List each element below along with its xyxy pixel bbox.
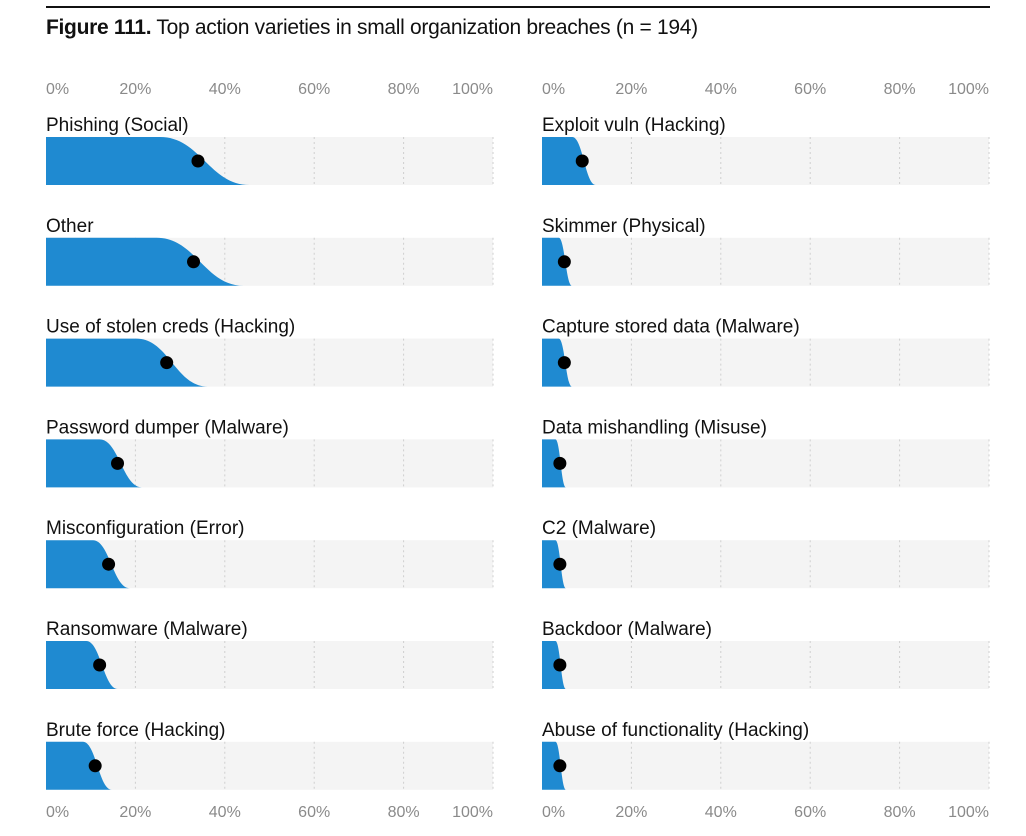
bar-track — [46, 641, 493, 689]
top-tick-label: 100% — [452, 81, 493, 98]
category-label: Abuse of functionality (Hacking) — [542, 720, 809, 741]
top-tick-label: 60% — [794, 81, 826, 98]
category-label: Password dumper (Malware) — [46, 417, 289, 438]
top-tick-label: 40% — [209, 81, 241, 98]
category-label: Capture stored data (Malware) — [542, 317, 800, 338]
top-rule — [46, 6, 990, 8]
top-tick-label: 100% — [948, 81, 989, 98]
top-tick-label: 60% — [298, 81, 330, 98]
category-label: Data mishandling (Misuse) — [542, 417, 767, 438]
bottom-tick-label: 0% — [46, 804, 69, 821]
point-estimate-dot — [557, 356, 571, 370]
point-estimate-dot — [111, 456, 125, 470]
distribution-slab — [542, 237, 572, 286]
point-estimate-dot — [191, 154, 205, 168]
distribution-slab — [46, 741, 112, 790]
category-label: Phishing (Social) — [46, 115, 189, 136]
distribution-slab — [46, 641, 118, 689]
distribution-slab — [46, 540, 130, 589]
category-label: Exploit vuln (Hacking) — [542, 115, 726, 136]
point-estimate-dot — [93, 658, 107, 672]
category-label: Ransomware (Malware) — [46, 619, 248, 640]
category-label: C2 (Malware) — [542, 518, 656, 539]
bottom-tick-label: 100% — [452, 804, 493, 821]
point-estimate-dot — [575, 154, 589, 168]
bar-track — [46, 540, 493, 589]
bottom-tick-label: 20% — [615, 804, 647, 821]
point-estimate-dot — [88, 759, 102, 773]
point-estimate-dot — [553, 456, 567, 470]
bar-track — [542, 641, 989, 689]
category-label: Use of stolen creds (Hacking) — [46, 317, 295, 338]
top-tick-label: 40% — [705, 81, 737, 98]
top-tick-label: 80% — [388, 81, 420, 98]
distribution-slab — [46, 137, 250, 185]
top-tick-label: 0% — [542, 81, 565, 98]
point-estimate-dot — [160, 356, 174, 370]
bottom-tick-label: 80% — [884, 804, 916, 821]
point-estimate-dot — [557, 255, 571, 269]
bar-track — [542, 237, 989, 286]
top-tick-label: 0% — [46, 81, 69, 98]
point-estimate-dot — [553, 759, 567, 773]
distribution-slab — [542, 137, 596, 185]
distribution-slab — [46, 439, 142, 488]
distribution-slab — [542, 338, 572, 387]
bar-track — [542, 741, 989, 790]
top-tick-label: 20% — [615, 81, 647, 98]
bar-track — [542, 338, 989, 387]
bar-track — [542, 439, 989, 488]
category-label: Misconfiguration (Error) — [46, 518, 245, 539]
category-label: Backdoor (Malware) — [542, 619, 712, 640]
distribution-slab — [46, 237, 244, 286]
point-estimate-dot — [553, 557, 567, 571]
figure-title: Figure 111. Top action varieties in smal… — [46, 16, 698, 40]
bottom-tick-label: 0% — [542, 804, 565, 821]
point-estimate-dot — [187, 255, 201, 269]
top-tick-label: 20% — [119, 81, 151, 98]
bottom-tick-label: 100% — [948, 804, 989, 821]
bottom-tick-label: 80% — [388, 804, 420, 821]
bottom-tick-label: 40% — [209, 804, 241, 821]
bottom-tick-label: 60% — [298, 804, 330, 821]
point-estimate-dot — [102, 557, 116, 571]
category-label: Skimmer (Physical) — [542, 216, 706, 237]
point-estimate-dot — [553, 658, 567, 672]
top-tick-label: 80% — [884, 81, 916, 98]
figure-number: Figure 111. — [46, 16, 152, 39]
bottom-tick-label: 20% — [119, 804, 151, 821]
bottom-tick-label: 40% — [705, 804, 737, 821]
bottom-tick-label: 60% — [794, 804, 826, 821]
bar-track — [46, 741, 493, 790]
distribution-slab — [46, 338, 208, 387]
bar-track — [542, 137, 989, 185]
figure-title-text: Top action varieties in small organizati… — [156, 16, 698, 39]
category-label: Other — [46, 216, 94, 237]
category-label: Brute force (Hacking) — [46, 720, 226, 741]
bar-track — [542, 540, 989, 589]
